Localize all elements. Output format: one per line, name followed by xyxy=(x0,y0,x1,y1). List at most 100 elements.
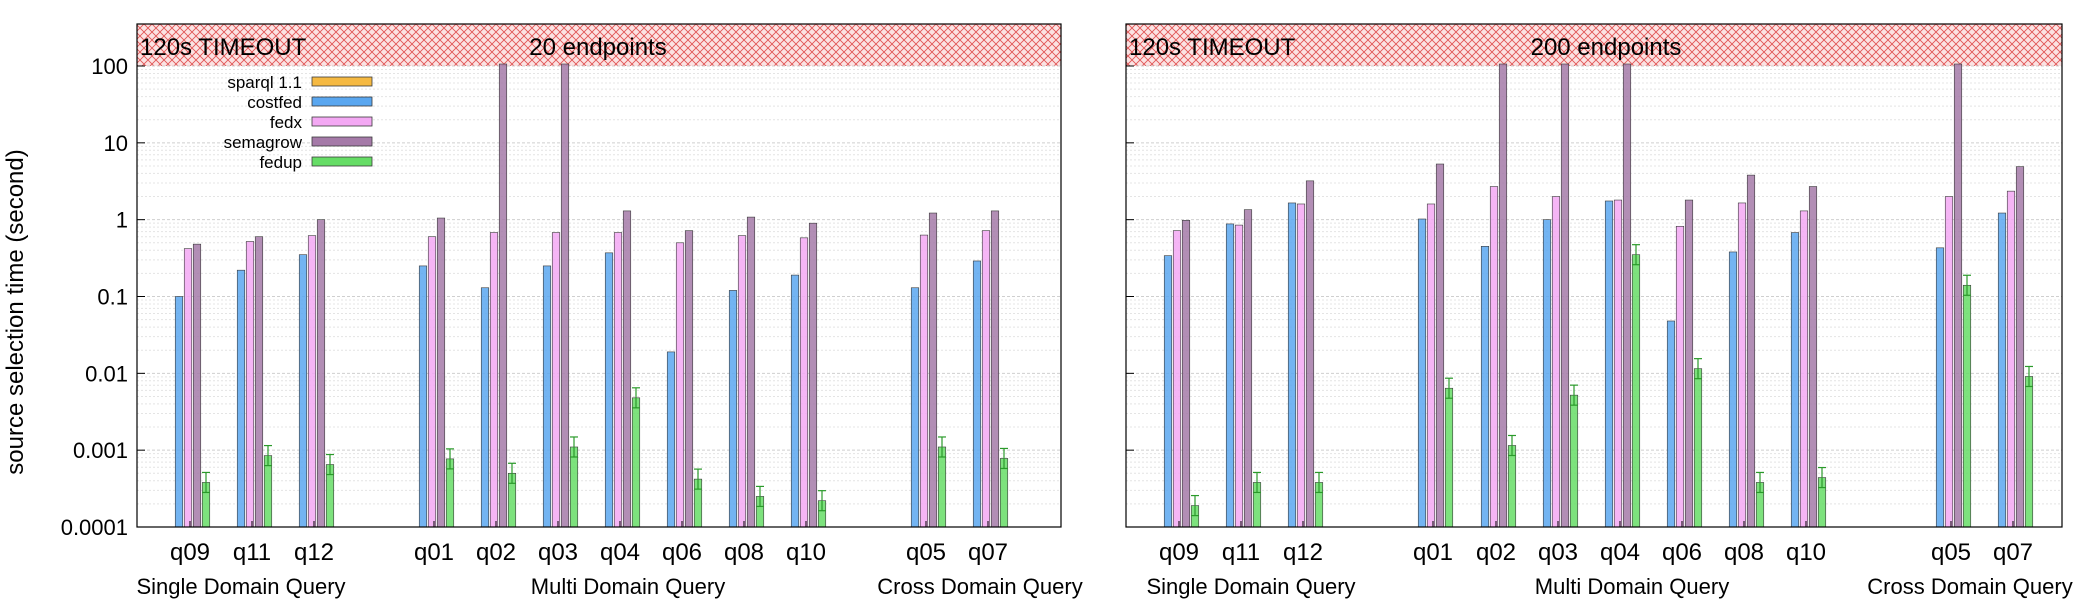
chart-title: 200 endpoints xyxy=(1531,34,1682,61)
bar-semagrow xyxy=(1560,63,1570,528)
bar-semagrow xyxy=(192,243,202,528)
y-tick-label: 0.1 xyxy=(97,285,128,310)
bar-fedx xyxy=(1737,202,1747,528)
group-label: Cross Domain Query xyxy=(877,574,1082,599)
bar-semagrow xyxy=(990,210,1000,528)
x-tick-label: q10 xyxy=(786,539,826,566)
bar-semagrow xyxy=(498,63,508,528)
bar-fedx xyxy=(1489,186,1499,528)
bar-fedx xyxy=(1551,196,1561,528)
legend-label: semagrow xyxy=(224,133,303,152)
bar-fedup xyxy=(1631,254,1641,528)
bar-semagrow xyxy=(254,236,264,528)
chart-title: 20 endpoints xyxy=(529,34,666,61)
bar-fedup xyxy=(1693,368,1703,528)
bar-fedx xyxy=(1172,230,1182,528)
bar-semagrow xyxy=(1746,174,1756,528)
bar-fedx xyxy=(1944,196,1954,528)
bar-costfed xyxy=(542,265,552,528)
y-tick-label: 0.01 xyxy=(85,361,128,386)
bar-costfed xyxy=(910,287,920,528)
x-tick-label: q04 xyxy=(600,539,640,566)
x-tick-label: q12 xyxy=(294,539,334,566)
bar-fedup xyxy=(263,455,273,528)
x-tick-label: q11 xyxy=(233,539,271,566)
x-tick-label: q03 xyxy=(1538,539,1578,566)
bar-fedx xyxy=(183,248,193,528)
bar-fedx xyxy=(919,234,929,528)
timeout-band xyxy=(137,24,1061,66)
y-axis-label: source selection time (second) xyxy=(2,149,29,474)
legend-swatch xyxy=(311,116,373,127)
bar-fedup xyxy=(1962,284,1972,528)
bar-fedup xyxy=(1444,387,1454,528)
legend-swatch xyxy=(311,76,373,87)
y-tick-label: 10 xyxy=(104,131,128,156)
x-tick-label: q07 xyxy=(968,539,1008,566)
bar-costfed xyxy=(1604,200,1614,528)
group-label: Multi Domain Query xyxy=(1535,574,1729,599)
chart-panel-2: 120s TIMEOUT 200 endpoints q09 q11 q12 q01 q02… xyxy=(1125,23,2073,599)
bar-semagrow xyxy=(808,222,818,528)
group-label: Single Domain Query xyxy=(1146,574,1355,599)
x-tick-label: q06 xyxy=(662,539,702,566)
bar-fedx xyxy=(675,242,685,528)
legend-label: fedup xyxy=(259,153,302,172)
x-tick-label: q10 xyxy=(1786,539,1826,566)
bar-fedx xyxy=(551,232,561,528)
x-tick-label: q05 xyxy=(1931,539,1971,566)
plot-area xyxy=(1126,24,2062,527)
legend-label: fedx xyxy=(270,113,303,132)
bar-costfed xyxy=(1666,320,1676,528)
bar-costfed xyxy=(1728,251,1738,528)
bar-fedup xyxy=(937,446,947,528)
bar-fedx xyxy=(981,230,991,528)
y-tick-label: 100 xyxy=(91,54,128,79)
legend-swatch xyxy=(311,96,373,107)
bar-costfed xyxy=(1790,232,1800,528)
bar-semagrow xyxy=(1684,199,1694,528)
bar-costfed xyxy=(790,274,800,528)
bar-costfed xyxy=(666,351,676,528)
bar-fedx xyxy=(1296,203,1306,528)
bar-costfed xyxy=(1417,218,1427,528)
bar-fedx xyxy=(1613,199,1623,528)
bar-semagrow xyxy=(1808,186,1818,528)
bar-fedx xyxy=(489,232,499,528)
bar-fedx xyxy=(1426,203,1436,528)
bar-semagrow xyxy=(2015,166,2025,528)
bar-costfed xyxy=(174,296,184,528)
bar-fedx xyxy=(1234,224,1244,528)
bar-fedup xyxy=(2024,376,2034,528)
x-tick-label: q02 xyxy=(1476,539,1516,566)
bar-costfed xyxy=(1480,246,1490,528)
group-label: Single Domain Query xyxy=(136,574,345,599)
bar-costfed xyxy=(1163,255,1173,528)
bar-semagrow xyxy=(436,217,446,528)
bar-semagrow xyxy=(1305,180,1315,528)
x-tick-label: q12 xyxy=(1283,539,1323,566)
group-label: Multi Domain Query xyxy=(531,574,725,599)
bar-fedup xyxy=(569,446,579,528)
bar-fedx xyxy=(799,237,809,528)
bar-fedx xyxy=(245,241,255,528)
timeout-band xyxy=(1126,24,2062,66)
bar-semagrow xyxy=(684,230,694,528)
x-tick-label: q03 xyxy=(538,539,578,566)
bar-semagrow xyxy=(1181,220,1191,528)
bar-costfed xyxy=(1225,223,1235,528)
plot-area xyxy=(137,24,1061,527)
x-tick-label: q11 xyxy=(1222,539,1260,566)
x-tick-label: q02 xyxy=(476,539,516,566)
y-tick-label: 0.0001 xyxy=(61,515,128,540)
x-tick-label: q08 xyxy=(724,539,764,566)
chart-panel-1: 0.0001 0.001 0.01 0.1 1 10 100 120s TIMEOUT 20 e… xyxy=(61,23,1083,599)
y-tick-label: 1 xyxy=(116,208,128,233)
bar-semagrow xyxy=(928,212,938,528)
bar-costfed xyxy=(1287,202,1297,528)
bar-costfed xyxy=(972,260,982,528)
bar-semagrow xyxy=(1498,63,1508,528)
plot-border xyxy=(1125,23,2063,528)
